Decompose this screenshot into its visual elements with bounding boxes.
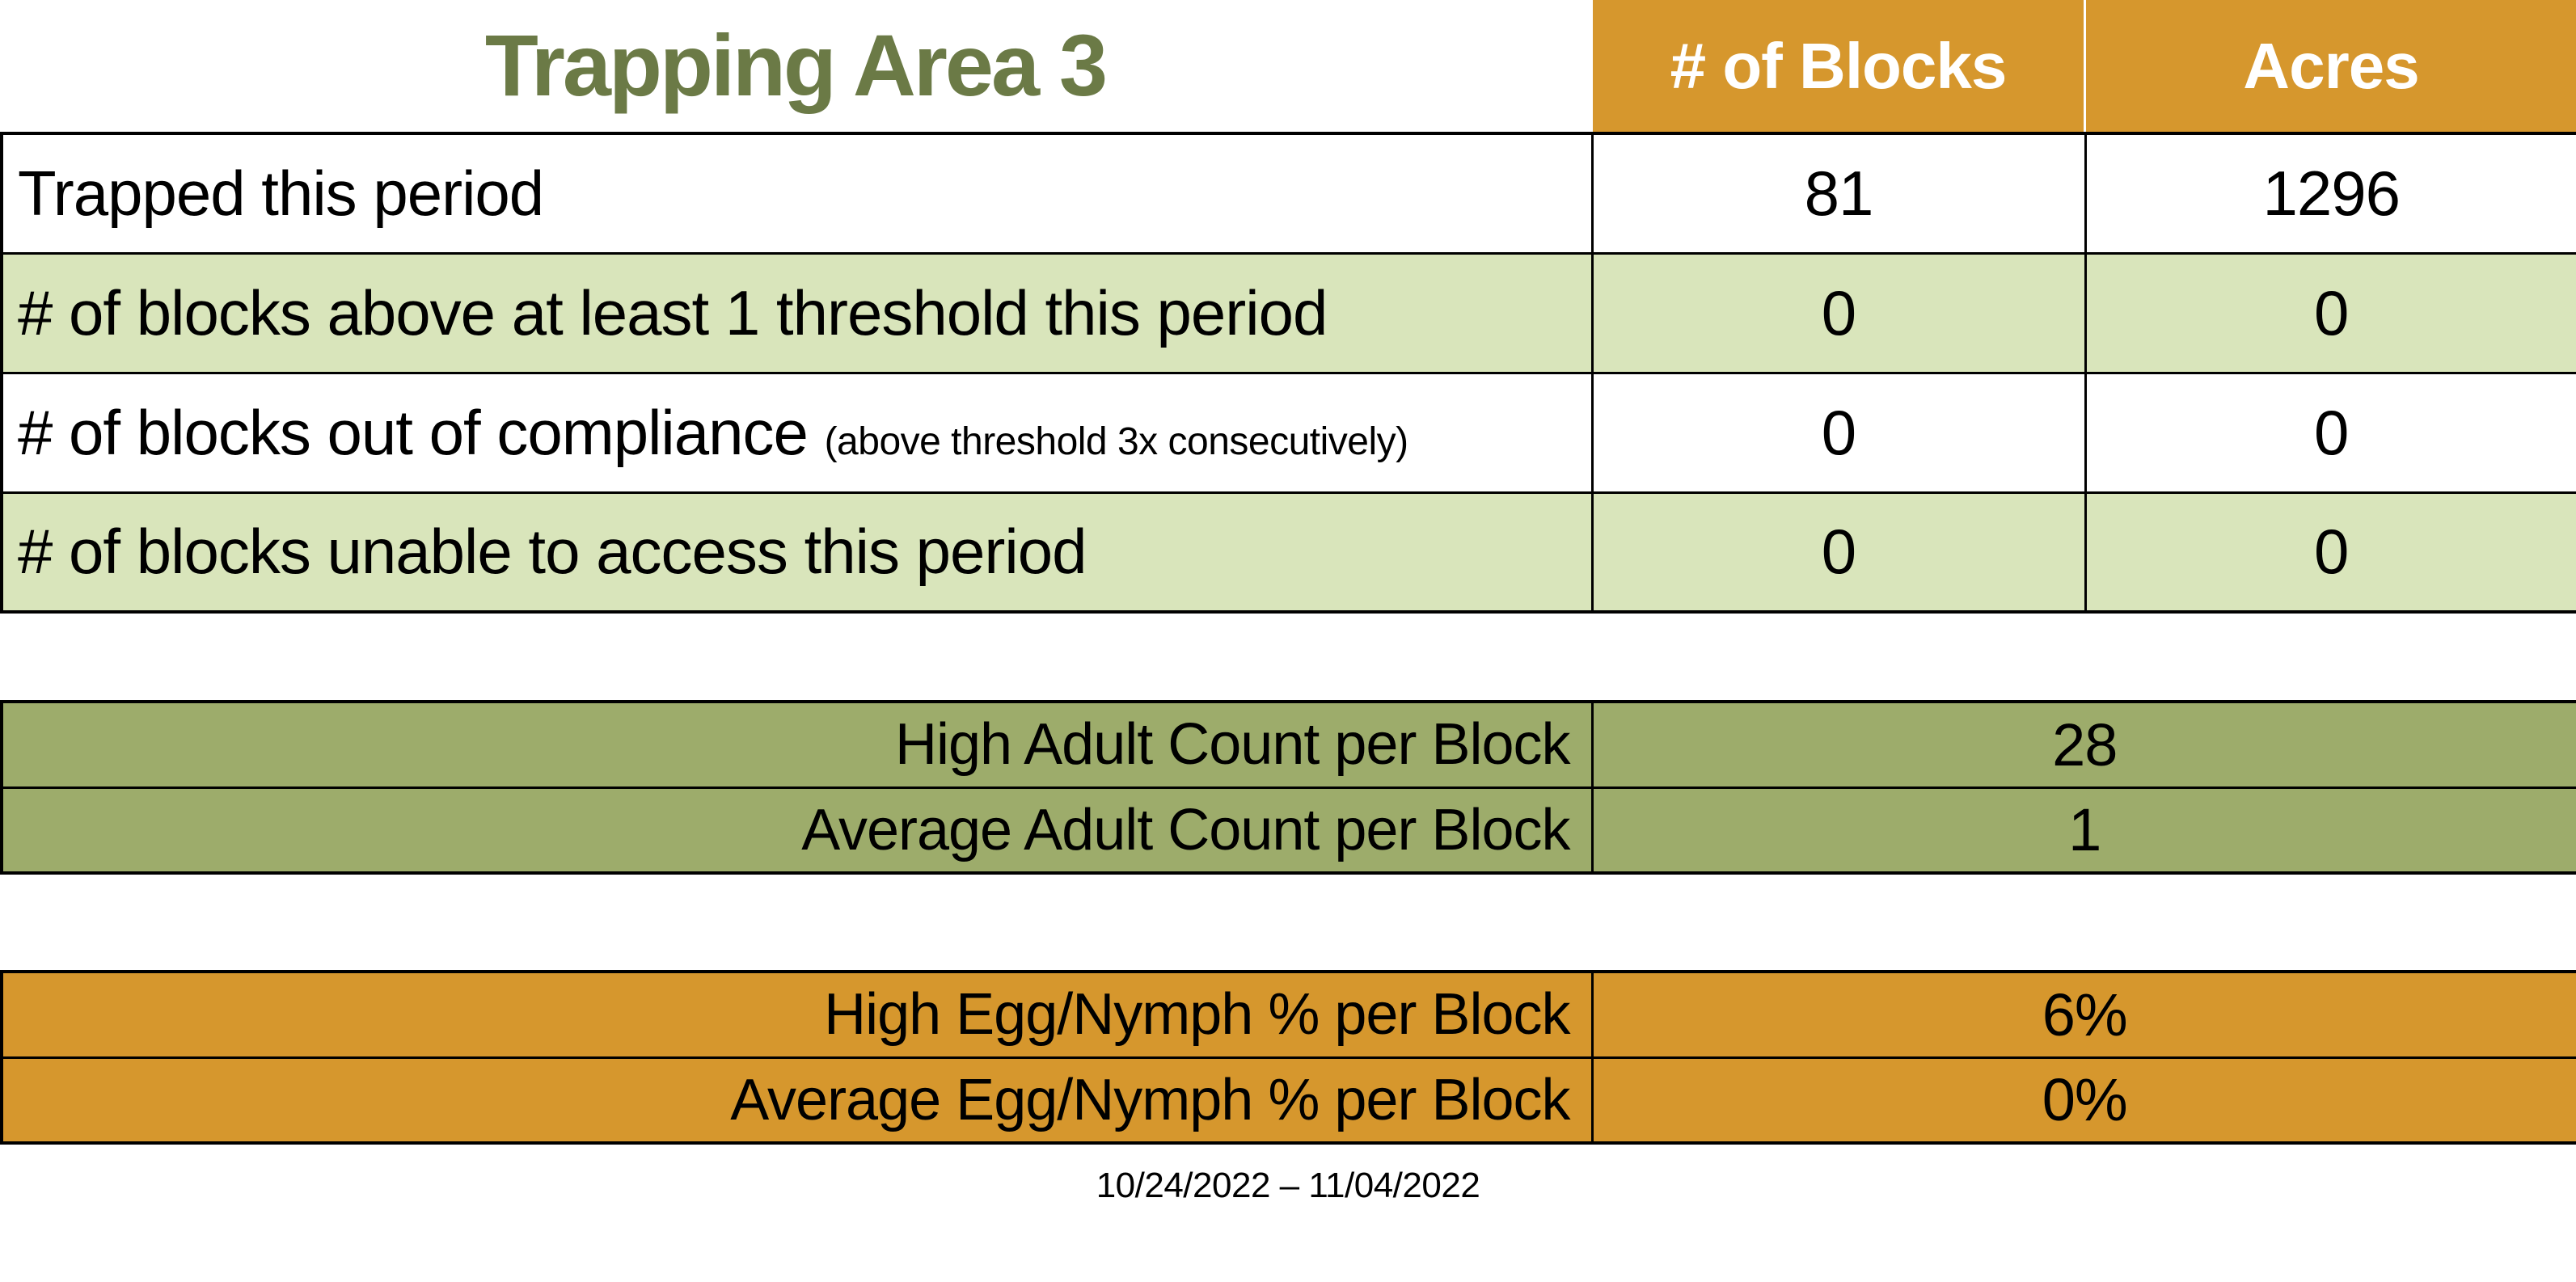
table-row: # of blocks unable to access this period… [0, 491, 2576, 614]
egg-row-label: Average Egg/Nymph % per Block [0, 1056, 1594, 1145]
summary-row-label-text: # of blocks above at least 1 threshold t… [18, 276, 1328, 348]
summary-row-label: # of blocks unable to access this period [0, 491, 1594, 614]
table-row: # of blocks out of compliance (above thr… [0, 371, 2576, 494]
summary-row-blocks-value: 0 [1590, 491, 2087, 614]
adult-row-value: 28 [1590, 700, 2576, 789]
adult-count-table: High Adult Count per Block 28 Average Ad… [0, 700, 2576, 875]
page-title: Trapping Area 3 [484, 15, 1108, 114]
summary-table: Trapped this period 81 1296 # of blocks … [0, 132, 2576, 614]
table-row: # of blocks above at least 1 threshold t… [0, 251, 2576, 374]
summary-row-label-text: # of blocks unable to access this period [18, 516, 1087, 588]
summary-row-blocks-value: 0 [1590, 251, 2087, 374]
table-row: High Adult Count per Block 28 [0, 700, 2576, 789]
table-row: Trapped this period 81 1296 [0, 132, 2576, 255]
report-period-dates: 10/24/2022 – 11/04/2022 [1096, 1166, 1480, 1205]
table-row: Average Egg/Nymph % per Block 0% [0, 1056, 2576, 1145]
summary-row-label: Trapped this period [0, 132, 1594, 255]
summary-row-acres-value: 1296 [2084, 132, 2576, 255]
egg-nymph-table: High Egg/Nymph % per Block 6% Average Eg… [0, 970, 2576, 1145]
summary-row-label: # of blocks out of compliance (above thr… [0, 371, 1594, 494]
summary-row-acres-value: 0 [2084, 491, 2576, 614]
summary-row-acres-value: 0 [2084, 371, 2576, 494]
egg-row-value: 6% [1590, 970, 2576, 1059]
summary-row-label-text: Trapped this period [18, 157, 544, 229]
column-header-acres: Acres [2086, 0, 2576, 132]
summary-row-label-text: # of blocks out of compliance [18, 396, 809, 468]
egg-row-value: 0% [1590, 1056, 2576, 1145]
summary-row-acres-value: 0 [2084, 251, 2576, 374]
adult-row-label: Average Adult Count per Block [0, 786, 1594, 875]
summary-row-label-note: (above threshold 3x consecutively) [824, 420, 1409, 463]
column-header-blocks: # of Blocks [1593, 0, 2084, 132]
table-row: High Egg/Nymph % per Block 6% [0, 970, 2576, 1059]
adult-row-label: High Adult Count per Block [0, 700, 1594, 789]
egg-row-label: High Egg/Nymph % per Block [0, 970, 1594, 1059]
summary-row-label: # of blocks above at least 1 threshold t… [0, 251, 1594, 374]
summary-row-blocks-value: 0 [1590, 371, 2087, 494]
adult-row-value: 1 [1590, 786, 2576, 875]
table-row: Average Adult Count per Block 1 [0, 786, 2576, 875]
summary-row-blocks-value: 81 [1590, 132, 2087, 255]
